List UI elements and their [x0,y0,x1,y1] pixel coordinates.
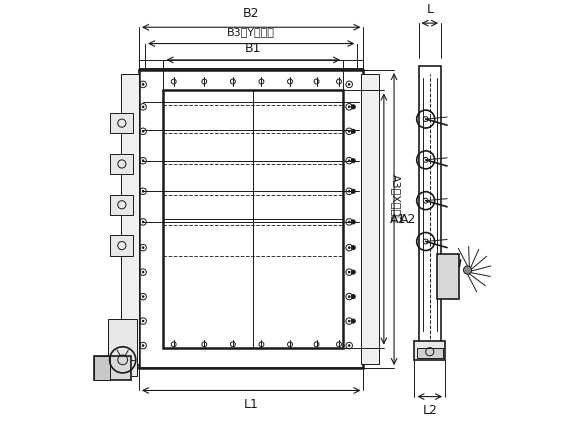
Bar [416,348,443,358]
Circle shape [142,221,144,223]
Text: L2: L2 [422,404,437,417]
Circle shape [142,271,144,273]
Circle shape [142,106,144,108]
Bar [108,319,137,376]
Bar [121,74,139,364]
Circle shape [349,320,350,322]
Circle shape [142,160,144,162]
Circle shape [351,129,356,133]
Text: B3（Y等分）: B3（Y等分） [227,27,275,37]
Bar [110,195,133,215]
Bar [419,66,441,344]
Circle shape [142,345,144,346]
Bar [164,91,343,348]
Bar [110,113,133,133]
Circle shape [349,83,350,85]
Bar [94,356,131,380]
Circle shape [142,83,144,85]
Circle shape [349,247,350,248]
Bar [110,235,133,256]
Circle shape [351,159,356,163]
Circle shape [142,190,144,192]
Text: B2: B2 [243,7,259,20]
Circle shape [349,345,350,346]
Circle shape [351,189,356,193]
Circle shape [349,221,350,223]
Bar [415,341,445,360]
Circle shape [349,190,350,192]
Text: A3（X等分）: A3（X等分） [390,174,400,223]
Circle shape [349,160,350,162]
Circle shape [349,106,350,108]
Circle shape [142,131,144,132]
Bar [110,154,133,174]
Text: L: L [426,3,433,16]
Circle shape [349,296,350,297]
Text: L1: L1 [244,398,259,411]
Circle shape [351,245,356,250]
Circle shape [142,247,144,248]
Bar [139,70,364,368]
Text: A1: A1 [390,213,407,226]
Bar [94,356,110,380]
Circle shape [351,105,356,109]
Text: A2: A2 [400,213,416,226]
Circle shape [142,296,144,297]
Circle shape [351,270,356,274]
Circle shape [142,320,144,322]
Text: B1: B1 [245,42,262,55]
Circle shape [349,271,350,273]
Bar [437,254,459,298]
Circle shape [351,319,356,323]
Circle shape [351,220,356,224]
Circle shape [351,295,356,298]
Circle shape [349,131,350,132]
Circle shape [463,266,472,274]
Bar [361,74,379,364]
